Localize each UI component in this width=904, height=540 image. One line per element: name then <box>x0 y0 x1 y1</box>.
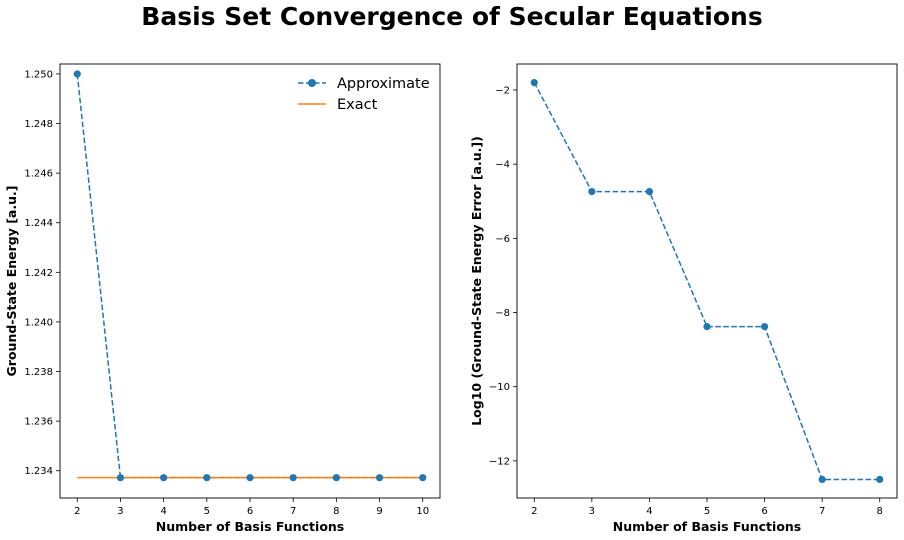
energy-x-tick-label: 10 <box>416 506 429 517</box>
energy-x-tick-label: 3 <box>117 506 123 517</box>
error-data-point <box>530 78 538 87</box>
energy-x-axis-label: Number of Basis Functions <box>156 519 345 534</box>
figure-title: Basis Set Convergence of Secular Equatio… <box>141 2 763 31</box>
energy-series-line-approximate <box>76 73 423 479</box>
energy-x-tick-label: 4 <box>160 506 166 517</box>
energy-data-point <box>375 474 384 482</box>
error-y-tick-label: −10 <box>489 382 510 393</box>
energy-legend: Approximate Exact <box>298 76 430 113</box>
error-x-ticks: 2 3 4 5 6 7 8 <box>531 498 883 517</box>
legend-approximate-label: Approximate <box>337 76 430 92</box>
energy-data-point <box>160 474 168 482</box>
energy-x-tick-label: 5 <box>204 506 210 517</box>
error-x-tick-label: 8 <box>877 506 883 517</box>
error-series-line-0 <box>533 82 880 481</box>
error-y-tick-label: −4 <box>495 160 510 171</box>
legend-approximate-marker <box>308 79 316 87</box>
energy-y-tick-label: 1.238 <box>24 367 53 378</box>
error-data-point <box>703 323 711 331</box>
error-data-point <box>760 323 769 331</box>
energy-x-tick-label: 9 <box>376 506 382 517</box>
error-y-tick-label: −8 <box>495 308 510 319</box>
error-x-tick-label: 4 <box>646 506 652 517</box>
energy-data-point <box>332 474 340 482</box>
error-y-tick-label: −6 <box>495 234 510 245</box>
energy-y-tick-label: 1.236 <box>24 417 53 428</box>
energy-y-tick-label: 1.248 <box>24 119 53 130</box>
error-x-tick-label: 6 <box>761 506 767 517</box>
energy-axes-frame <box>59 63 441 499</box>
error-data-point <box>876 475 884 484</box>
error-y-tick-label: −2 <box>495 85 510 96</box>
energy-y-ticks: 1.234 1.236 1.238 1.240 1.242 1.244 1.246 1.248… <box>24 69 60 477</box>
chart-energy: 2 3 4 5 6 7 8 9 10 1.234 1.236 1.238 1.240 1.242 1.24… <box>4 63 441 534</box>
energy-x-ticks: 2 3 4 5 6 7 8 9 10 <box>74 498 429 517</box>
error-x-tick-label: 3 <box>589 506 595 517</box>
energy-y-tick-label: 1.244 <box>24 218 53 229</box>
energy-y-tick-label: 1.234 <box>24 466 53 477</box>
legend-exact-label: Exact <box>337 97 378 113</box>
error-x-tick-label: 2 <box>531 506 537 517</box>
error-x-tick-label: 7 <box>819 506 825 517</box>
error-data-point <box>818 475 826 484</box>
energy-y-tick-label: 1.242 <box>24 268 53 279</box>
error-y-ticks: −2 −4 −6 −8 −10 −12 <box>489 85 517 467</box>
chart-error: 2 3 4 5 6 7 8 −2 −4 −6 −8 −10 −12 Number of Basis F… <box>469 63 898 534</box>
energy-x-tick-label: 2 <box>74 506 80 517</box>
energy-data-point <box>289 474 297 482</box>
error-x-axis-label: Number of Basis Functions <box>613 519 802 534</box>
energy-y-tick-label: 1.250 <box>24 69 53 80</box>
error-data-point <box>588 188 596 196</box>
error-y-tick-label: −12 <box>489 456 510 467</box>
energy-x-tick-label: 7 <box>290 506 296 517</box>
error-y-axis-label: Log10 (Ground-State Energy Error [a.u.]) <box>469 136 484 426</box>
energy-x-tick-label: 8 <box>333 506 339 517</box>
energy-y-axis-label: Ground-State Energy [a.u.] <box>4 186 19 377</box>
error-data-point <box>645 188 654 196</box>
energy-x-tick-label: 6 <box>247 506 253 517</box>
energy-data-point <box>419 474 427 482</box>
energy-series <box>73 70 427 482</box>
energy-data-point <box>203 474 211 482</box>
error-axes-frame <box>516 63 898 499</box>
energy-data-point <box>73 70 81 78</box>
error-x-tick-label: 5 <box>704 506 710 517</box>
energy-data-point <box>116 474 125 482</box>
energy-y-tick-label: 1.246 <box>24 169 53 180</box>
energy-data-point <box>246 474 254 482</box>
error-series <box>530 78 884 484</box>
energy-y-tick-label: 1.240 <box>24 317 53 328</box>
